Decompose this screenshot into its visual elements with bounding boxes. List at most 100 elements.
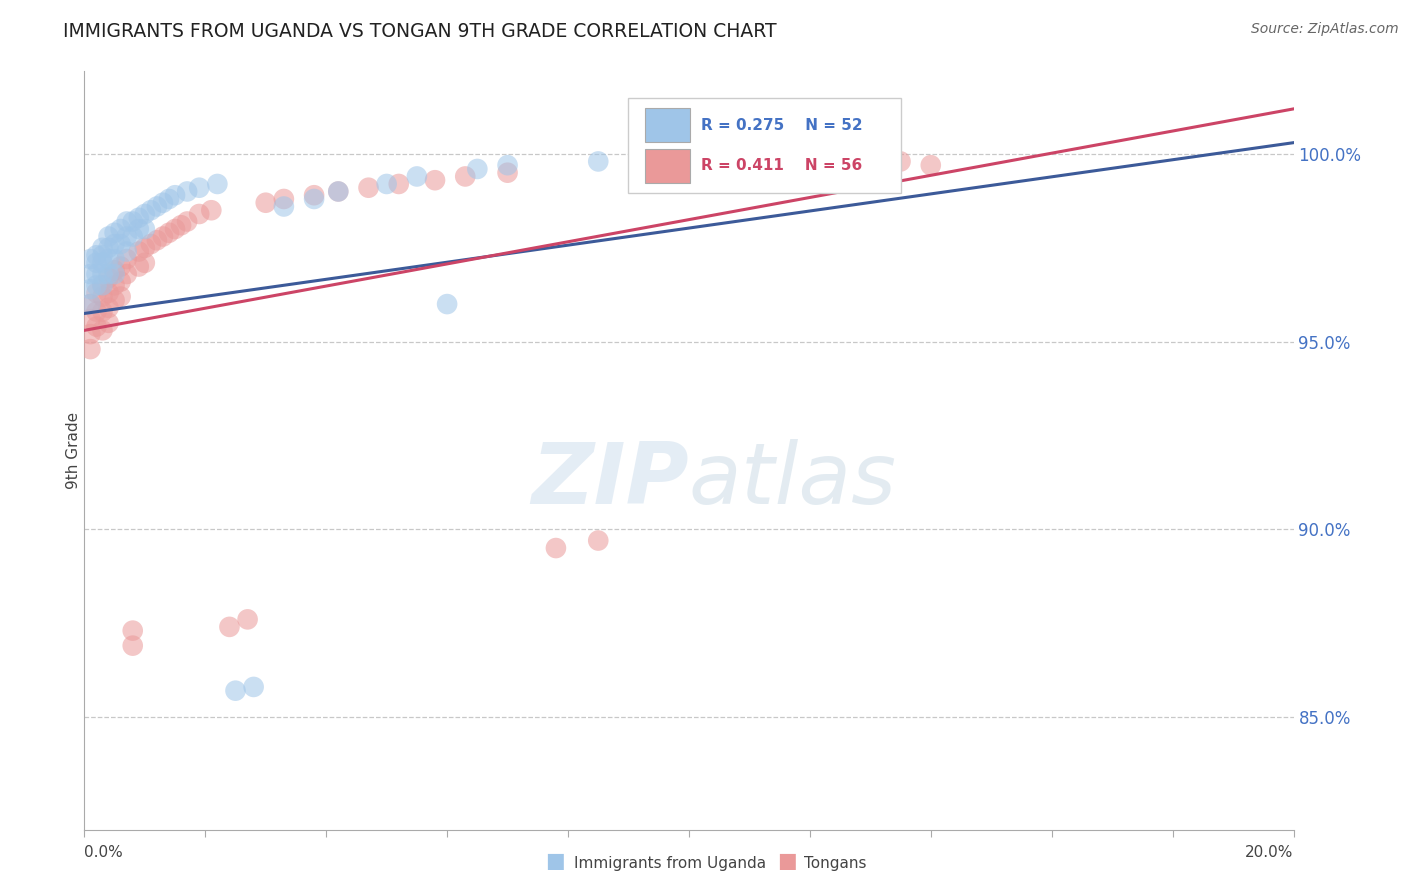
Point — [496, 166, 519, 180]
Point — [115, 214, 138, 228]
Point — [91, 267, 114, 281]
Point — [104, 278, 127, 293]
Point — [302, 192, 325, 206]
Point — [188, 207, 211, 221]
Point — [79, 297, 101, 311]
Point — [79, 297, 101, 311]
Point — [86, 248, 108, 262]
Point — [91, 241, 114, 255]
Point — [86, 278, 108, 293]
Text: Immigrants from Uganda: Immigrants from Uganda — [574, 855, 766, 871]
Point — [91, 278, 114, 293]
Point — [859, 151, 882, 165]
Point — [104, 252, 127, 266]
Text: ■: ■ — [546, 851, 565, 871]
Point — [91, 289, 114, 303]
Point — [128, 211, 150, 225]
Point — [139, 203, 162, 218]
Point — [110, 237, 132, 252]
Text: atlas: atlas — [689, 439, 897, 523]
Point — [207, 177, 229, 191]
Point — [91, 304, 114, 318]
Point — [121, 214, 143, 228]
Point — [104, 237, 127, 252]
Point — [91, 256, 114, 270]
Text: R = 0.275    N = 52: R = 0.275 N = 52 — [702, 118, 863, 133]
Point — [97, 241, 120, 255]
Point — [115, 267, 138, 281]
Point — [218, 620, 240, 634]
Point — [86, 267, 108, 281]
FancyBboxPatch shape — [628, 98, 901, 193]
Point — [165, 188, 187, 202]
Point — [121, 639, 143, 653]
Point — [134, 207, 156, 221]
Point — [134, 256, 156, 270]
Point — [467, 161, 489, 176]
Text: ■: ■ — [778, 851, 797, 871]
Point — [236, 612, 259, 626]
Point — [165, 222, 187, 236]
Point — [134, 222, 156, 236]
Point — [146, 233, 169, 247]
Point — [920, 158, 942, 172]
Point — [139, 237, 162, 252]
Point — [128, 260, 150, 274]
Point — [176, 185, 198, 199]
Point — [134, 241, 156, 255]
Point — [225, 683, 247, 698]
Point — [454, 169, 477, 184]
Point — [630, 169, 652, 184]
Point — [273, 199, 295, 213]
Text: 0.0%: 0.0% — [84, 845, 124, 860]
Point — [91, 278, 114, 293]
Point — [104, 226, 127, 240]
Point — [91, 323, 114, 337]
Point — [375, 177, 398, 191]
Point — [157, 226, 180, 240]
Point — [79, 282, 101, 296]
Text: Tongans: Tongans — [804, 855, 866, 871]
Point — [128, 222, 150, 236]
Y-axis label: 9th Grade: 9th Grade — [66, 412, 80, 489]
Point — [97, 301, 120, 315]
FancyBboxPatch shape — [645, 108, 690, 142]
Point — [496, 158, 519, 172]
Point — [146, 199, 169, 213]
Point — [188, 180, 211, 194]
Point — [121, 229, 143, 244]
Point — [152, 195, 174, 210]
Point — [86, 256, 108, 270]
Text: Source: ZipAtlas.com: Source: ZipAtlas.com — [1251, 22, 1399, 37]
Point — [588, 533, 610, 548]
Point — [97, 285, 120, 300]
Point — [110, 289, 132, 303]
Point — [104, 263, 127, 277]
Point — [170, 219, 193, 233]
Point — [157, 192, 180, 206]
Point — [110, 222, 132, 236]
FancyBboxPatch shape — [645, 149, 690, 183]
Point — [97, 267, 120, 281]
Point — [328, 185, 350, 199]
Point — [97, 316, 120, 330]
Point — [328, 185, 350, 199]
Point — [104, 293, 127, 308]
Text: 20.0%: 20.0% — [1246, 845, 1294, 860]
Point — [273, 192, 295, 206]
Point — [176, 214, 198, 228]
Point — [128, 244, 150, 259]
Point — [91, 248, 114, 262]
Point — [890, 154, 912, 169]
Point — [357, 180, 380, 194]
Point — [104, 267, 127, 281]
Point — [738, 158, 761, 172]
Point — [79, 312, 101, 326]
Point — [97, 229, 120, 244]
Point — [115, 229, 138, 244]
Point — [86, 319, 108, 334]
Point — [86, 304, 108, 318]
Point — [121, 624, 143, 638]
Point — [79, 252, 101, 266]
Point — [152, 229, 174, 244]
